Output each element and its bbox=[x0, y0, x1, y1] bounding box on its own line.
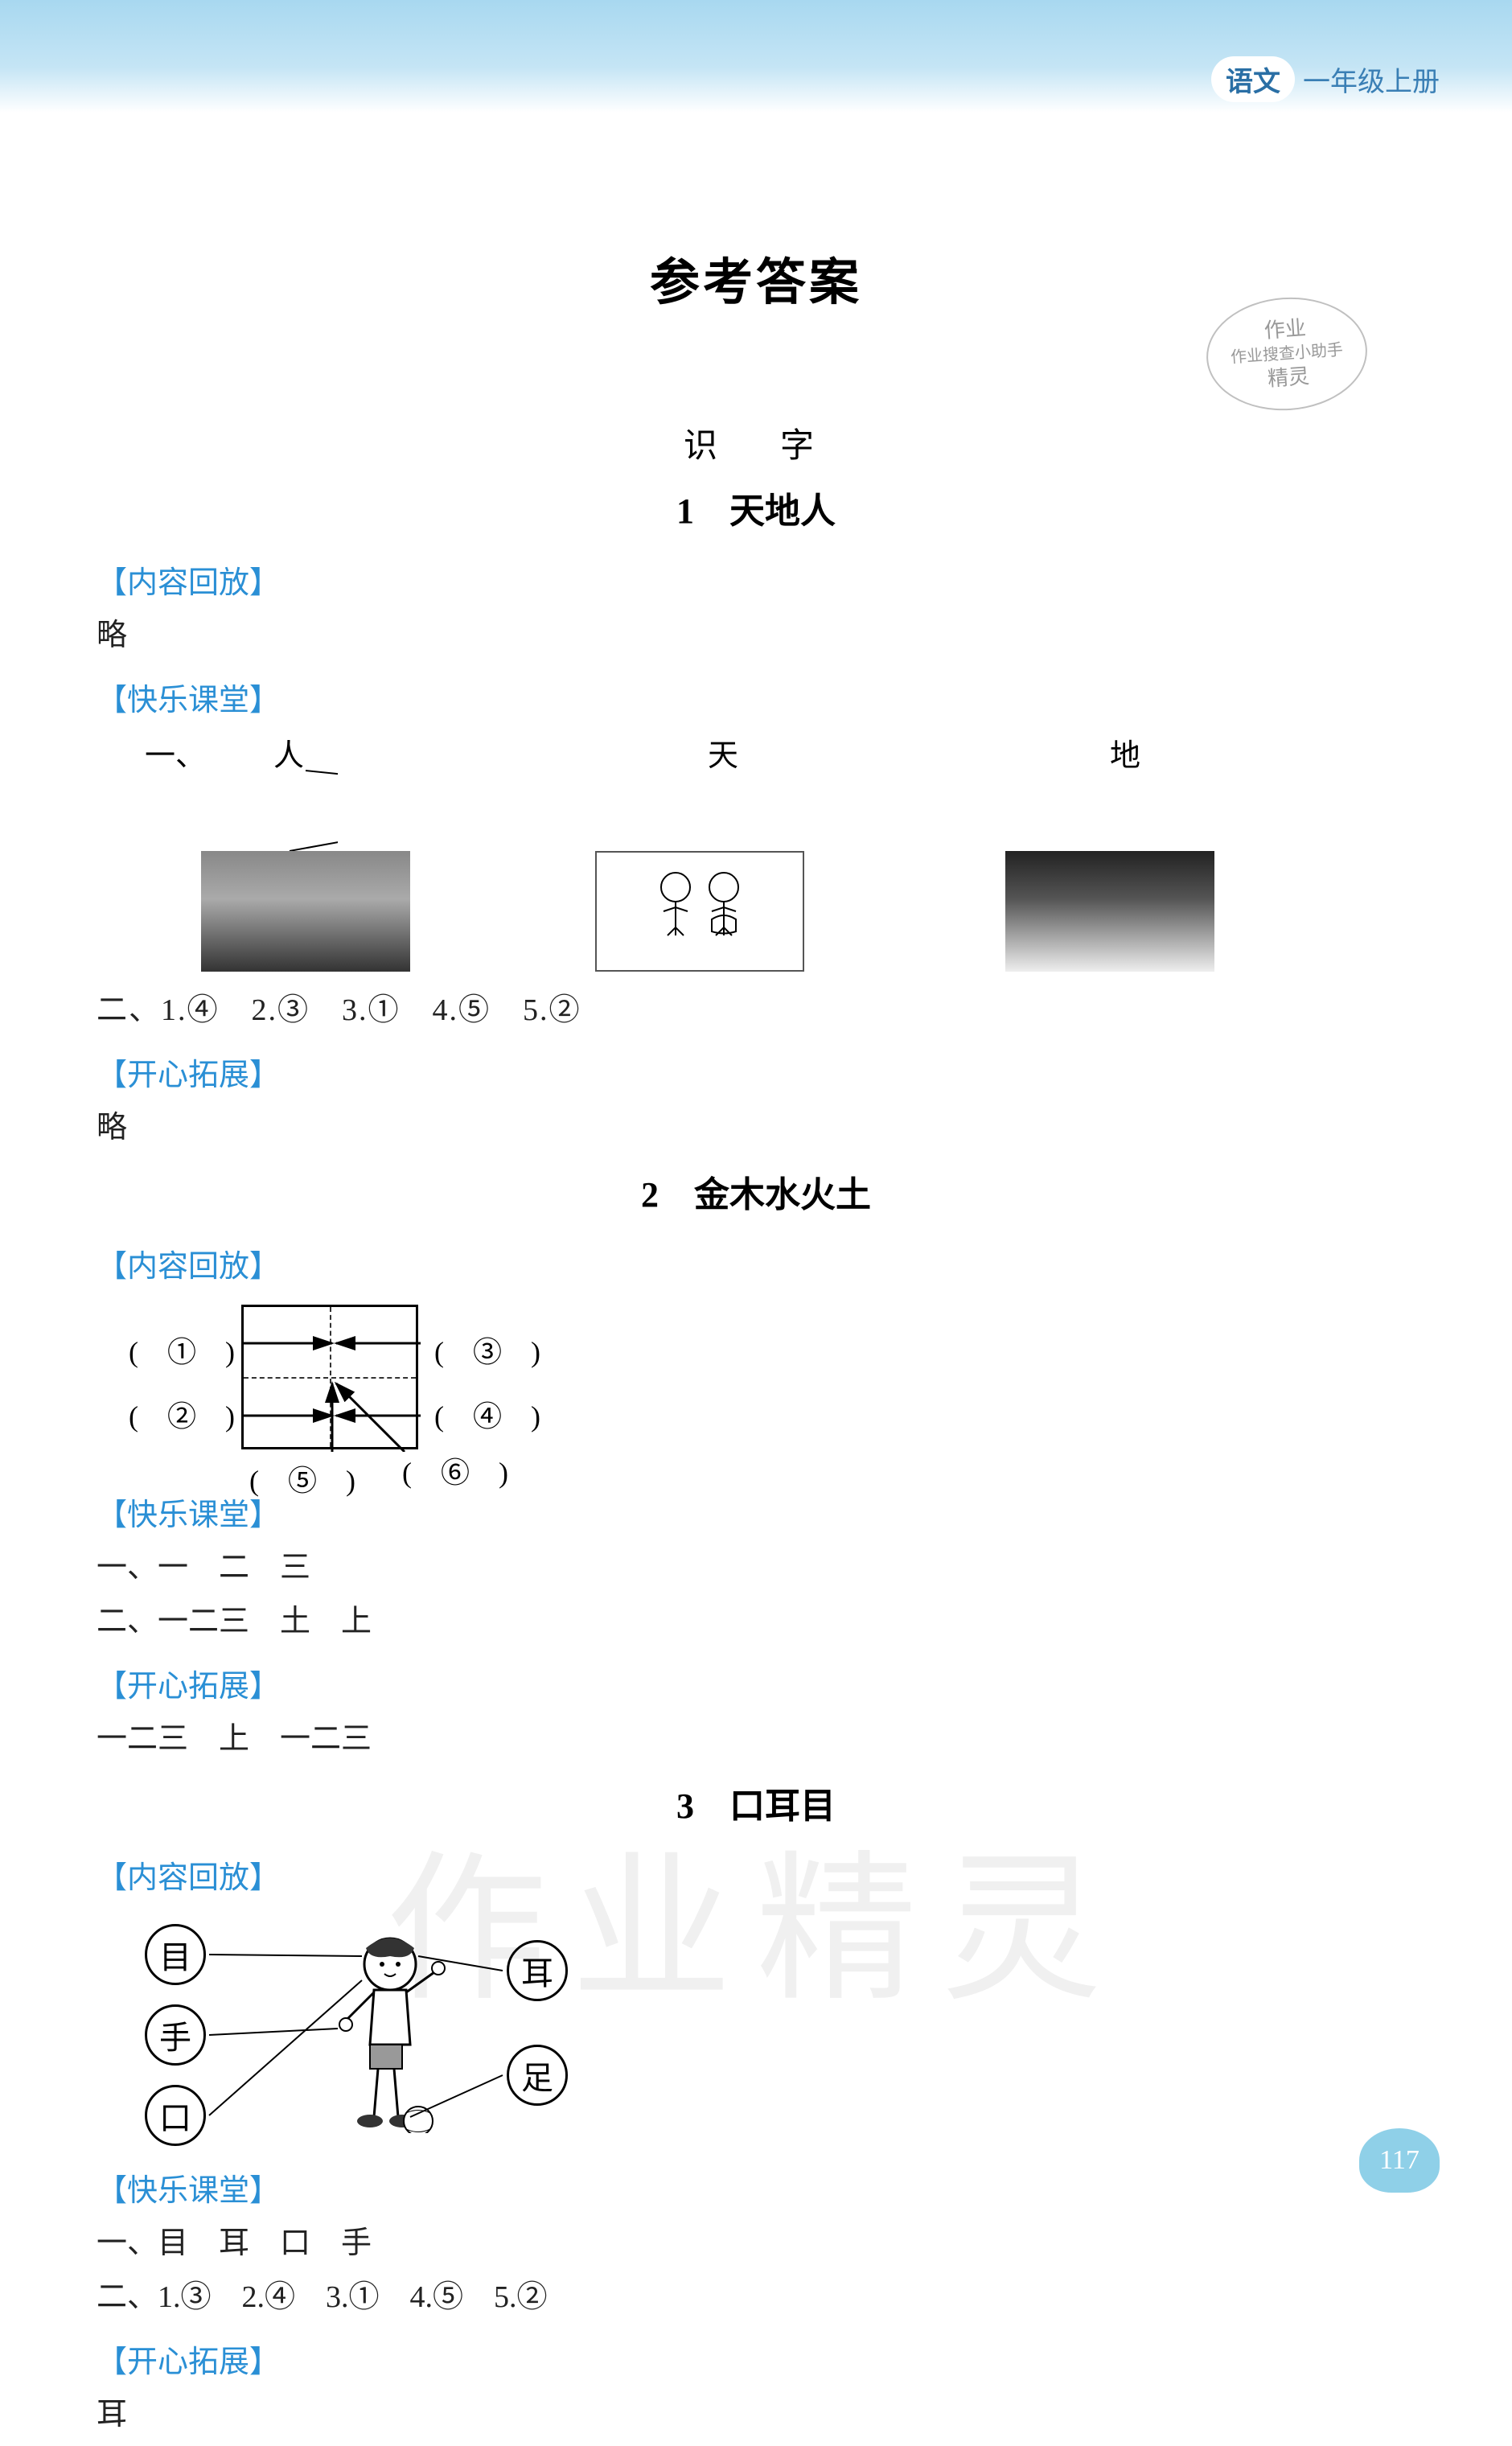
stroke-box bbox=[241, 1305, 418, 1449]
match-img-children bbox=[595, 851, 804, 972]
page-number: 117 bbox=[1359, 2128, 1440, 2193]
subject-pill: 语文 bbox=[1211, 56, 1295, 102]
stroke-lbl-2: ( ② ) bbox=[129, 1393, 235, 1435]
stroke-lbl-4: ( ④ ) bbox=[434, 1393, 540, 1435]
match-top-1: 天 bbox=[708, 730, 738, 775]
lesson1-review-text: 略 bbox=[97, 613, 1415, 659]
lesson1-extend-label: 【开心拓展】 bbox=[97, 1050, 1415, 1094]
stroke-lbl-5: ( ⑤ ) bbox=[249, 1457, 355, 1499]
page-title: 参考答案 bbox=[650, 241, 862, 314]
lesson2-class-2: 二、一二三 土 上 bbox=[97, 1599, 1415, 1645]
body-part-mouth: 口 bbox=[145, 2085, 206, 2146]
lesson1-q2: 二、1.④ 2.③ 3.① 4.⑤ 5.② bbox=[97, 988, 1415, 1034]
match-top-2: 地 bbox=[1110, 730, 1140, 775]
supersection: 识 字 bbox=[97, 418, 1415, 467]
lesson2-review-label: 【内容回放】 bbox=[97, 1241, 1415, 1285]
stamp-line1: 作业 bbox=[1263, 315, 1307, 345]
lesson2-extend-text: 一二三 上 一二三 bbox=[97, 1716, 1415, 1762]
stroke-diagram: ( ① ) ( ② ) ( ③ ) ( ④ ) ( ⑤ ) ( ⑥ ) bbox=[97, 1297, 1415, 1474]
lesson1-class-label: 【快乐课堂】 bbox=[97, 675, 1415, 719]
lesson3-title: 3 口耳目 bbox=[97, 1777, 1415, 1828]
header-tag: 语文 一年级上册 bbox=[1211, 56, 1440, 102]
match-diagram: 一、 人 天 地 bbox=[97, 730, 1415, 972]
lesson3-class-2: 二、1.③ 2.④ 3.① 4.⑤ 5.② bbox=[97, 2275, 1415, 2321]
body-diagram: 目 手 口 耳 足 bbox=[97, 1908, 1415, 2149]
lesson1-extend-text: 略 bbox=[97, 1105, 1415, 1151]
lesson2-class-1: 一、一 二 三 bbox=[97, 1545, 1415, 1591]
lesson1-review-label: 【内容回放】 bbox=[97, 557, 1415, 602]
stamp: 作业 作业搜查小助手 精灵 bbox=[1202, 292, 1370, 416]
match-img-landscape bbox=[201, 851, 410, 972]
lesson2-extend-label: 【开心拓展】 bbox=[97, 1661, 1415, 1705]
lesson1-title: 1 天地人 bbox=[97, 482, 1415, 533]
body-part-foot: 足 bbox=[507, 2045, 568, 2106]
content-area: 识 字 1 天地人 【内容回放】 略 【快乐课堂】 一、 人 天 地 二、1.④… bbox=[97, 418, 1415, 2446]
grade-text: 一年级上册 bbox=[1303, 60, 1440, 99]
body-part-eye: 目 bbox=[145, 1924, 206, 1985]
lesson3-review-label: 【内容回放】 bbox=[97, 1852, 1415, 1897]
body-part-hand: 手 bbox=[145, 2004, 206, 2066]
lesson3-extend-text: 耳 bbox=[97, 2392, 1415, 2438]
lesson2-title: 2 金木水火土 bbox=[97, 1165, 1415, 1217]
match-lines bbox=[97, 730, 338, 851]
match-img-sky bbox=[1005, 851, 1214, 972]
stroke-lbl-3: ( ③ ) bbox=[434, 1329, 540, 1371]
body-part-ear: 耳 bbox=[507, 1940, 568, 2001]
lesson3-class-1: 一、目 耳 口 手 bbox=[97, 2221, 1415, 2267]
lesson3-extend-label: 【开心拓展】 bbox=[97, 2337, 1415, 2381]
stroke-lbl-1: ( ① ) bbox=[129, 1329, 235, 1371]
stamp-line3: 精灵 bbox=[1267, 363, 1310, 393]
lesson3-class-label: 【快乐课堂】 bbox=[97, 2165, 1415, 2210]
stroke-lbl-6: ( ⑥ ) bbox=[402, 1449, 508, 1491]
